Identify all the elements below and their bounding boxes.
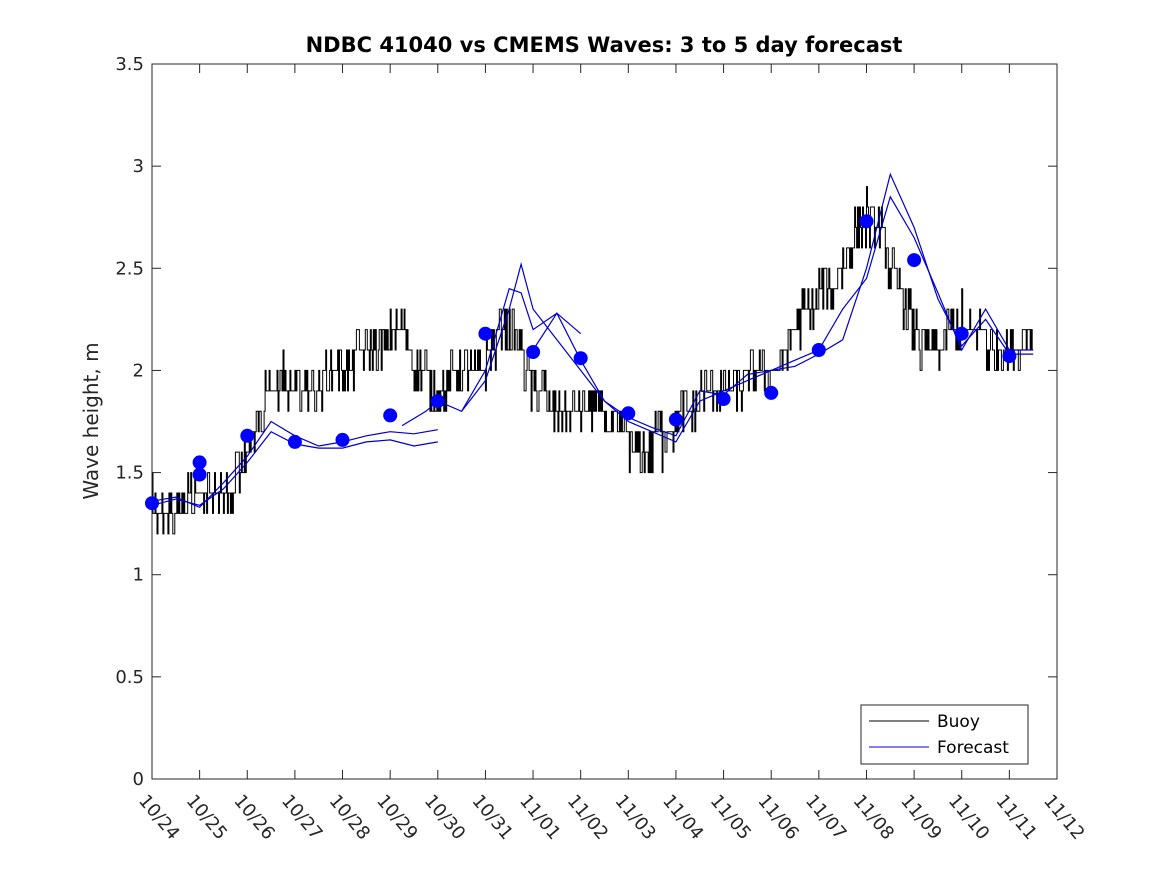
legend-box bbox=[860, 704, 1029, 765]
x-tick-label: 11/07 bbox=[801, 791, 850, 844]
x-tick-label: 10/31 bbox=[468, 791, 517, 844]
x-tick-label: 11/04 bbox=[658, 791, 707, 844]
marker-layer bbox=[145, 214, 1017, 511]
forecast-run-line bbox=[461, 172, 1034, 437]
forecast-marker-point bbox=[954, 326, 969, 341]
forecast-marker-point bbox=[478, 326, 493, 341]
x-tick-label: 10/25 bbox=[182, 791, 231, 844]
series-layer bbox=[151, 172, 1034, 535]
y-tick-label: 0 bbox=[133, 769, 144, 790]
legend: Buoy Forecast bbox=[860, 704, 1029, 765]
forecast-marker-point bbox=[621, 406, 636, 421]
y-tick-label: 3 bbox=[133, 156, 144, 177]
forecast-marker-point bbox=[811, 343, 826, 357]
y-tick-label: 2.5 bbox=[115, 258, 144, 279]
x-tick-label: 11/12 bbox=[1039, 791, 1088, 844]
x-tick-label: 11/02 bbox=[563, 791, 612, 844]
x-tick-label: 10/29 bbox=[372, 791, 421, 844]
forecast-marker-point bbox=[240, 428, 255, 443]
x-tick-label: 11/03 bbox=[610, 791, 659, 844]
x-tick-label: 11/01 bbox=[515, 791, 564, 844]
forecast-marker-point bbox=[1002, 349, 1017, 364]
x-tick-label: 10/26 bbox=[229, 791, 278, 844]
legend-buoy-label: Buoy bbox=[937, 712, 980, 732]
forecast-marker-point bbox=[526, 345, 541, 359]
x-tick-label: 11/05 bbox=[706, 791, 755, 844]
x-tick-label: 11/09 bbox=[896, 791, 945, 844]
forecast-marker-point bbox=[859, 214, 874, 229]
forecast-marker-point bbox=[907, 253, 922, 268]
forecast-run-line bbox=[401, 287, 582, 427]
forecast-marker-point bbox=[716, 392, 731, 406]
forecast-marker-point bbox=[145, 496, 159, 511]
x-tick-label: 10/24 bbox=[134, 791, 183, 844]
forecast-marker-point bbox=[192, 467, 207, 482]
forecast-marker-point bbox=[287, 434, 302, 449]
x-tick-label: 11/10 bbox=[944, 791, 993, 844]
y-tick-label: 1 bbox=[133, 565, 144, 586]
y-tick-label: 1.5 bbox=[115, 463, 144, 484]
forecast-marker-point bbox=[335, 432, 350, 447]
forecast-marker-point bbox=[192, 455, 207, 470]
y-tick-label: 0.5 bbox=[115, 667, 144, 688]
x-tick-label: 10/28 bbox=[325, 791, 374, 844]
buoy-series-line bbox=[152, 186, 1034, 535]
forecast-run-line bbox=[532, 195, 1034, 443]
x-tick-label: 11/06 bbox=[753, 791, 802, 844]
forecast-marker-point bbox=[430, 394, 445, 409]
chart-title: NDBC 41040 vs CMEMS Waves: 3 to 5 day fo… bbox=[306, 33, 903, 57]
forecast-marker-point bbox=[668, 412, 683, 427]
x-tick-label: 11/11 bbox=[992, 791, 1041, 844]
x-tick-label: 10/27 bbox=[277, 791, 326, 844]
x-tick-label: 11/08 bbox=[849, 791, 898, 844]
forecast-marker-point bbox=[383, 408, 398, 423]
x-tick-label: 10/30 bbox=[420, 791, 469, 844]
y-tick-label: 3.5 bbox=[115, 54, 144, 75]
forecast-marker-point bbox=[573, 351, 588, 366]
y-tick-label: 2 bbox=[133, 360, 144, 381]
legend-forecast-label: Forecast bbox=[937, 738, 1009, 758]
y-axis-label: Wave height, m bbox=[79, 342, 103, 499]
forecast-marker-point bbox=[764, 385, 779, 400]
